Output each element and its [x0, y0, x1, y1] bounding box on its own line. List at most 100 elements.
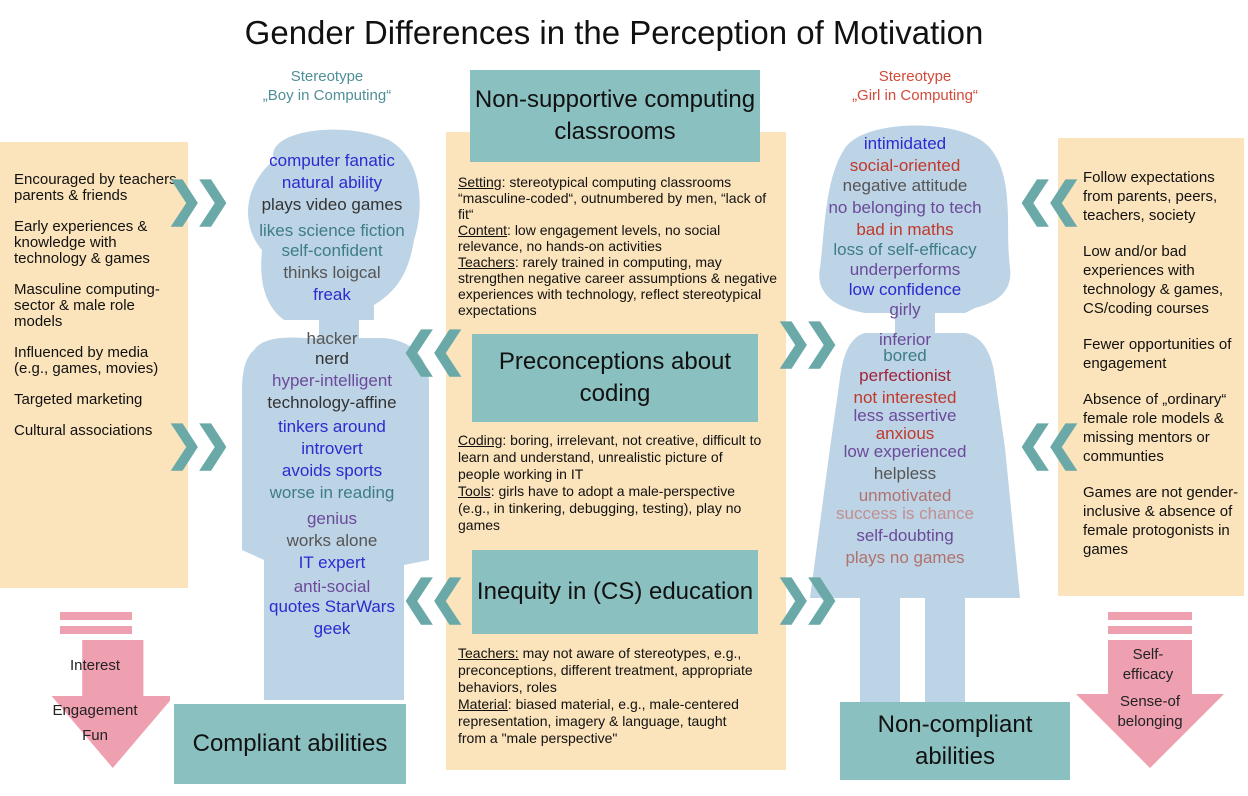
- stereotype-word: plays video games: [261, 195, 403, 214]
- description-text: may not aware of stereotypes, e.g., prec…: [458, 645, 753, 695]
- right-factor-item: Fewer opportunities of engagement: [1083, 336, 1232, 372]
- girl-stereotype-words: intimidated social-oriented negative attit…: [800, 133, 1010, 569]
- description-text: : stereotypical computing classrooms “ma…: [458, 174, 767, 222]
- decrease-arrow-right-icon: [1076, 612, 1224, 768]
- chevron-right-icon: ❯❯: [165, 173, 232, 225]
- stereotype-word: nerd: [314, 349, 350, 368]
- description-key: Teachers: [458, 254, 515, 270]
- stereotype-word: self-doubting: [856, 526, 954, 545]
- description-key: Teachers:: [458, 645, 519, 661]
- description-key: Setting: [458, 174, 502, 190]
- left-factor-item: Early experiences & knowledge with techn…: [14, 218, 150, 267]
- stereotype-word: negative attitude: [842, 176, 968, 195]
- chevron-left-icon: ❮❮: [1016, 417, 1083, 469]
- description-text: : rarely trained in computing, may stren…: [458, 254, 778, 318]
- description-line: Material: biased material, e.g., male-ce…: [458, 696, 758, 747]
- left-factor-item: Masculine computing-sector & male role m…: [14, 281, 160, 330]
- right-factor-item: Absence of „ordinary“ female role models…: [1083, 391, 1227, 465]
- stereotype-boy-heading: Stereotype: [290, 68, 364, 85]
- girl-silhouette: [810, 125, 1020, 750]
- description-line: Setting: stereotypical computing classro…: [458, 174, 782, 222]
- stereotype-word: natural ability: [281, 173, 383, 192]
- chevron-right-icon: ❯❯: [774, 315, 841, 367]
- stereotype-boy-name: „Boy in Computing“: [262, 87, 392, 104]
- description-line: Teachers: may not aware of stereotypes, …: [458, 645, 758, 696]
- center-panel: [446, 132, 786, 770]
- page-title: Gender Differences in the Perception of …: [244, 14, 984, 51]
- stereotype-word: intimidated: [863, 134, 947, 153]
- stereotype-word: quotes StarWars: [269, 597, 395, 616]
- chevron-left-icon: ❮❮: [400, 571, 467, 623]
- stereotype-word: thinks loigcal: [283, 263, 381, 282]
- right-factor-item: Follow expectations from parents, peers,…: [1083, 169, 1218, 224]
- chevron-left-icon: ❮❮: [400, 323, 467, 375]
- description-line: Tools: girls have to adopt a male-perspe…: [458, 483, 768, 534]
- stereotype-word: anxious: [875, 424, 935, 443]
- stereotype-word: genius: [306, 509, 358, 528]
- stereotype-word: less assertive: [853, 406, 957, 425]
- stereotype-girl-label: Stereotype „Girl in Computing“: [820, 67, 1010, 105]
- left-factor-item: Targeted marketing: [14, 391, 143, 408]
- chevron-right-icon: ❯❯: [165, 417, 232, 469]
- right-factor-item: Low and/or bad experiences with technolo…: [1083, 243, 1224, 317]
- stereotype-word: likes science fiction: [259, 221, 405, 240]
- decrease-arrow-left-icon: [51, 612, 170, 768]
- preconceptions-box: Preconceptions about coding: [472, 334, 758, 422]
- stereotype-word: avoids sports: [281, 461, 383, 480]
- description-line: Content: low engagement levels, no socia…: [458, 222, 782, 254]
- non-supportive-classrooms-box: Non-supportive computing classrooms: [470, 70, 760, 162]
- stereotype-word: technology-affine: [267, 393, 397, 412]
- pink-label-self-efficacy: Self-efficacy: [1122, 646, 1174, 683]
- boy-stereotype-words: computer fanatic natural ability plays vid…: [222, 150, 442, 640]
- stereotype-word: helpless: [873, 464, 937, 483]
- compliant-abilities-box: Compliant abilities: [174, 704, 406, 784]
- stereotype-word: computer fanatic: [269, 151, 395, 170]
- left-factors-list: Encouraged by teachers, parents & friend…: [14, 172, 184, 454]
- description-key: Content: [458, 222, 508, 238]
- pink-label-engagement: Engagement: [52, 702, 138, 719]
- stereotype-word: introvert: [301, 439, 363, 458]
- stereotype-word: self-confident: [281, 241, 383, 260]
- left-factors-panel: [0, 142, 188, 588]
- stereotype-word: loss of self-efficacy: [833, 240, 977, 259]
- stereotype-word: bad in maths: [856, 220, 954, 239]
- preconceptions-description: Coding: boring, irrelevant, not creative…: [458, 432, 768, 534]
- inequity-description: Teachers: may not aware of stereotypes, …: [458, 645, 758, 747]
- description-text: : boring, irrelevant, not creative, diff…: [458, 432, 762, 482]
- pink-label-interest: Interest: [69, 657, 121, 674]
- boy-silhouette: [242, 129, 429, 700]
- stereotype-word: worse in reading: [269, 483, 395, 502]
- description-key: Tools: [458, 483, 491, 499]
- stereotype-word: anti-social: [293, 577, 371, 596]
- left-factor-item: Cultural associations: [14, 422, 153, 439]
- stereotype-word: girly: [889, 300, 921, 319]
- chevron-left-icon: ❮❮: [1016, 173, 1083, 225]
- stereotype-word: low experienced: [843, 442, 967, 461]
- stereotype-word: underperforms: [849, 260, 961, 279]
- description-key: Material: [458, 696, 508, 712]
- stereotype-girl-name: „Girl in Computing“: [852, 87, 978, 104]
- stereotype-word: not interested: [853, 388, 957, 407]
- right-factor-item: Games are not gender-inclusive & absence…: [1083, 484, 1239, 558]
- stereotype-word: freak: [313, 285, 351, 304]
- stereotype-word: tinkers around: [278, 417, 386, 436]
- stereotype-word: geek: [313, 619, 351, 638]
- stereotype-word: perfectionist: [859, 366, 951, 385]
- pink-label-fun: Fun: [82, 727, 108, 744]
- non-compliant-abilities-box: Non-compliant abilities: [840, 702, 1070, 780]
- description-text: : low engagement levels, no social relev…: [458, 222, 721, 254]
- description-line: Coding: boring, irrelevant, not creative…: [458, 432, 768, 483]
- stereotype-word: no belonging to tech: [828, 198, 982, 217]
- right-factors-list: Follow expectations from parents, peers,…: [1083, 168, 1247, 576]
- stereotype-word: IT expert: [298, 553, 366, 572]
- description-key: Coding: [458, 432, 503, 448]
- classrooms-description: Setting: stereotypical computing classro…: [458, 174, 782, 318]
- pink-label-belonging: Sense-of belonging: [1117, 693, 1183, 730]
- description-line: Teachers: rarely trained in computing, m…: [458, 254, 782, 318]
- description-text: : biased material, e.g., male-centered r…: [458, 696, 739, 746]
- right-factors-panel: [1058, 138, 1244, 596]
- chevron-right-icon: ❯❯: [774, 571, 841, 623]
- stereotype-word: works alone: [286, 531, 378, 550]
- left-factor-item: Encouraged by teachers, parents & friend…: [14, 171, 181, 204]
- stereotype-word: low confidence: [848, 280, 962, 299]
